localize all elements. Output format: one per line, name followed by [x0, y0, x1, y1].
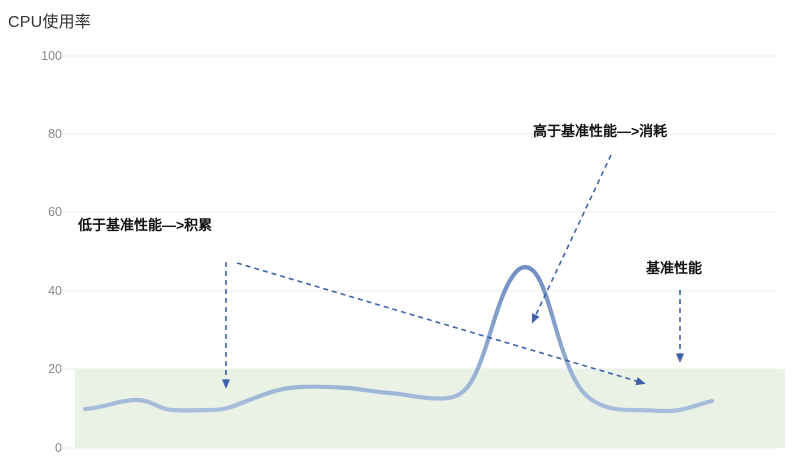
annotation-baseline: 基准性能: [646, 260, 702, 276]
y-tick-40: 40: [48, 284, 62, 298]
y-tick-100: 100: [41, 49, 62, 63]
y-axis: 100 80 60 40 20 0: [0, 0, 62, 471]
gridlines: [62, 55, 775, 449]
arrow-above-baseline: [531, 154, 612, 324]
y-tick-60: 60: [48, 205, 62, 219]
cpu-usage-line: [82, 265, 715, 414]
chart-title: CPU使用率: [8, 14, 91, 31]
annotation-below-baseline: 低于基准性能—>积累: [78, 217, 213, 233]
y-tick-0: 0: [55, 441, 62, 455]
y-tick-20: 20: [48, 362, 62, 376]
arrow-accumulate-diagonal: [236, 262, 646, 386]
annotation-above-baseline: 高于基准性能—>消耗: [533, 123, 668, 139]
y-tick-80: 80: [48, 127, 62, 141]
